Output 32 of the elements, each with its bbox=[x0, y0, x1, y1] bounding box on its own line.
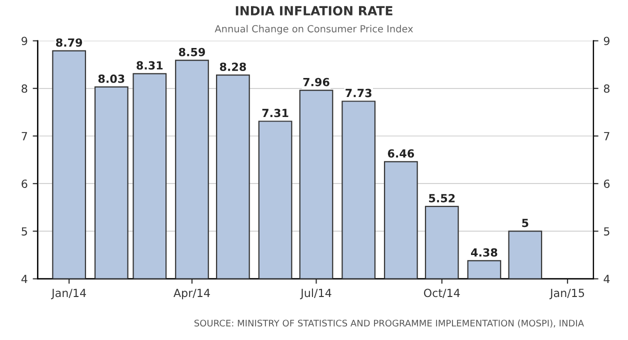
data-label: 5 bbox=[522, 218, 528, 228]
data-label: 8.79 bbox=[56, 38, 82, 47]
y-tick-label: 5 bbox=[22, 227, 27, 236]
y2-tick-label: 9 bbox=[604, 36, 610, 46]
chart-subtitle: Annual Change on Consumer Price Index bbox=[214, 24, 413, 34]
y-tick-label: 6 bbox=[22, 180, 28, 188]
data-label: 5.52 bbox=[429, 194, 455, 202]
x-tick-label: Jan/15 bbox=[549, 288, 584, 300]
data-label: 8.03 bbox=[98, 74, 124, 83]
y-tick-label: 9 bbox=[22, 36, 28, 46]
y2-tick-label: 6 bbox=[604, 180, 610, 188]
data-label: 4.38 bbox=[471, 248, 498, 257]
y2-tick-label: 8 bbox=[604, 84, 610, 93]
source-note: SOURCE: MINISTRY OF STATISTICS AND PROGRAMME IMPLEMENTATION (MOSPI), INDIA bbox=[194, 320, 584, 328]
y-tick-label: 4 bbox=[21, 274, 28, 284]
y2-tick-label: 4 bbox=[604, 274, 610, 284]
x-tick-label: Apr/14 bbox=[174, 288, 210, 300]
y2-tick-label: 7 bbox=[604, 132, 610, 140]
data-label: 7.96 bbox=[303, 78, 330, 86]
data-label: 8.59 bbox=[178, 48, 205, 56]
y-tick-label: 7 bbox=[22, 132, 28, 140]
data-label: 7.73 bbox=[346, 88, 372, 98]
data-label: 8.31 bbox=[136, 61, 163, 70]
data-label: 8.28 bbox=[220, 62, 246, 72]
x-tick-label: Jul/14 bbox=[300, 288, 332, 300]
data-label: 7.31 bbox=[262, 108, 288, 118]
y-tick-label: 8 bbox=[22, 84, 28, 93]
chart-title: INDIA INFLATION RATE bbox=[236, 6, 392, 16]
data-label: 6.46 bbox=[388, 149, 414, 158]
x-tick-label: Oct/14 bbox=[424, 288, 460, 298]
x-tick-label: Jan/14 bbox=[51, 288, 86, 300]
y2-tick-label: 5 bbox=[604, 227, 610, 236]
